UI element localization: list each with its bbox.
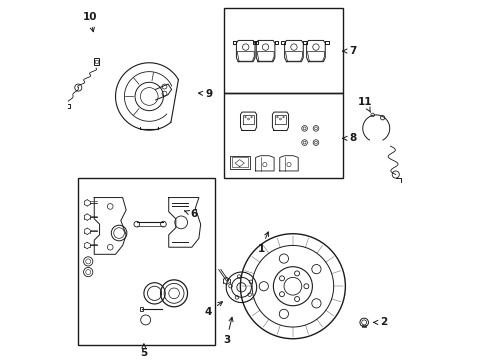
Text: 6: 6 <box>185 209 197 219</box>
Bar <box>232 157 248 167</box>
Bar <box>224 93 343 178</box>
Text: 7: 7 <box>343 46 356 56</box>
Text: 3: 3 <box>223 317 233 345</box>
Text: 10: 10 <box>82 12 97 32</box>
Bar <box>96 60 98 63</box>
Bar <box>224 8 343 93</box>
Text: 11: 11 <box>358 97 372 112</box>
Bar <box>78 178 215 345</box>
Bar <box>362 325 367 327</box>
Text: 2: 2 <box>374 318 387 327</box>
Text: 4: 4 <box>205 302 222 317</box>
Bar <box>140 307 143 311</box>
Bar <box>230 156 249 169</box>
Bar <box>94 58 98 64</box>
Text: 8: 8 <box>343 133 356 143</box>
Text: 5: 5 <box>140 344 147 357</box>
Text: 9: 9 <box>198 89 213 99</box>
Text: 1: 1 <box>257 232 269 254</box>
